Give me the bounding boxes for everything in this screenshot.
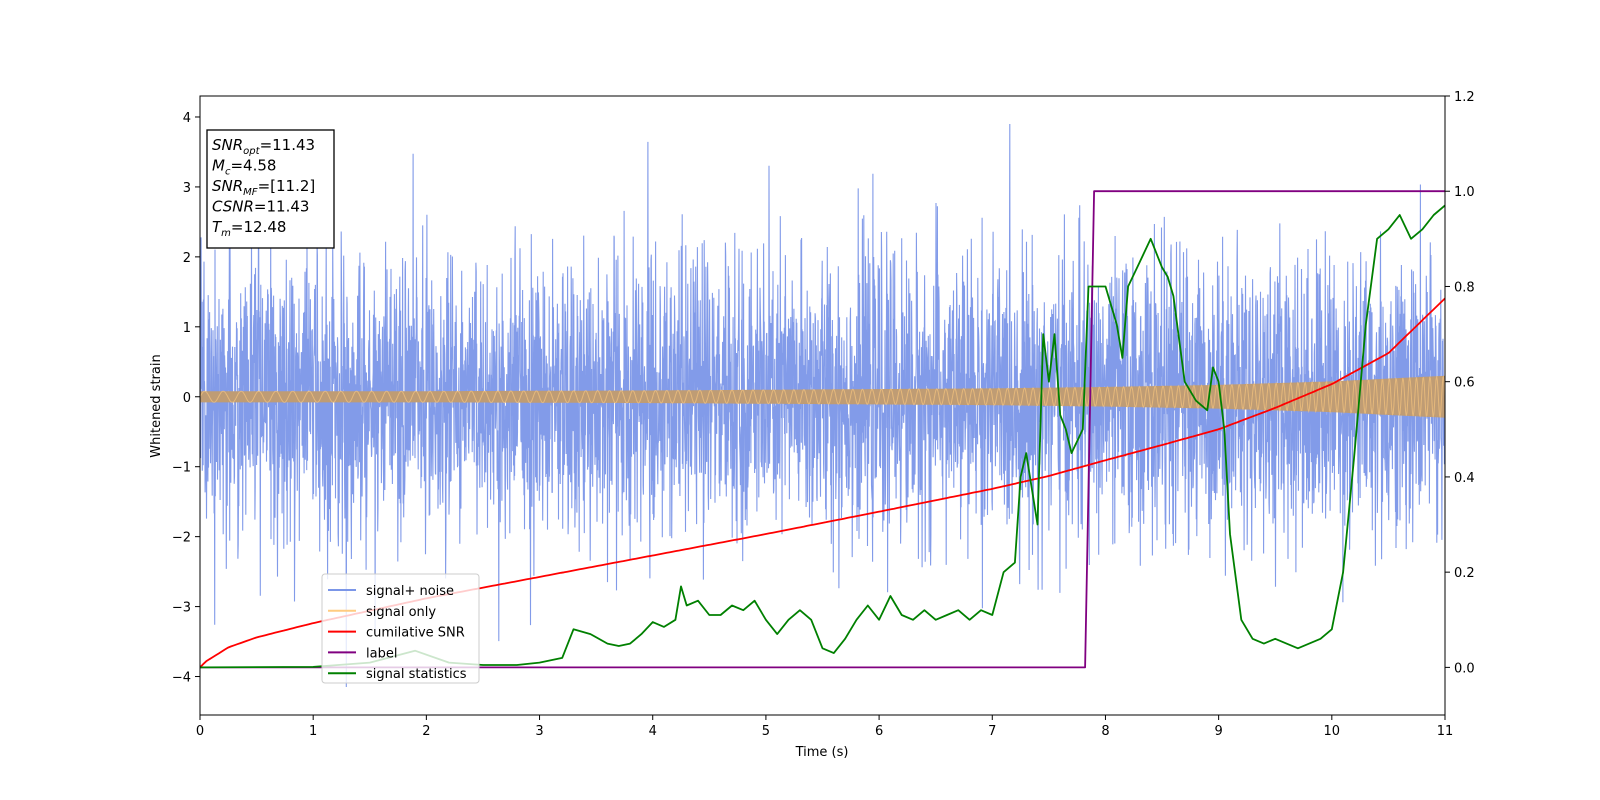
y-axis-left: −4 −3 −2 −1 0 1 2 3 4 (172, 111, 200, 686)
y2-tick-label: 0.0 (1454, 661, 1475, 676)
x-tick-label: 10 (1324, 724, 1341, 739)
signal-only-band (200, 375, 1445, 418)
legend-entry: label (366, 646, 397, 661)
annotation-value: =4.58 (230, 157, 276, 175)
y-axis-right: 0.0 0.2 0.4 0.6 0.8 1.0 1.2 (1445, 90, 1475, 676)
stats-annotation-box: SNRopt=11.43Mc=4.58SNRMF=[11.2]CSNR=11.4… (206, 129, 335, 249)
y2-tick-label: 1.2 (1454, 90, 1475, 105)
x-tick-label: 6 (875, 724, 883, 739)
legend-entry: signal statistics (366, 667, 467, 682)
signal-only-line (200, 375, 1445, 418)
y-tick-label: 3 (183, 181, 191, 196)
legend-entry: signal only (366, 605, 436, 620)
y-tick-label: 4 (183, 111, 191, 126)
signal-plus-noise-series (200, 123, 1445, 688)
label-line (200, 190, 1445, 669)
annotation-value: =11.43 (260, 136, 316, 154)
legend-entry: cumilative SNR (366, 626, 465, 641)
annotation-value: =12.48 (231, 218, 287, 236)
annotation-line: SNRMF=[11.2] (212, 177, 315, 198)
y2-tick-label: 1.0 (1454, 185, 1475, 200)
annotation-frame (206, 129, 335, 249)
annotation-symbol: M (212, 157, 225, 175)
y-tick-label: 2 (183, 251, 191, 266)
x-tick-label: 3 (535, 724, 543, 739)
annotation-symbol: CSNR (212, 198, 254, 216)
annotation-subscript: m (221, 228, 231, 239)
signal-plus-noise-line (200, 123, 1445, 688)
x-tick-label: 4 (649, 724, 657, 739)
plot-frame (199, 95, 1446, 716)
x-axis: 0 1 2 3 4 5 6 7 8 9 10 11 (196, 715, 1453, 739)
y-axis-label: Whitened strain (149, 354, 164, 457)
x-tick-label: 1 (309, 724, 317, 739)
annotation-line: Mc=4.58 (212, 157, 276, 178)
x-tick-label: 2 (422, 724, 430, 739)
y2-tick-label: 0.2 (1454, 566, 1475, 581)
y2-tick-label: 0.8 (1454, 280, 1475, 295)
annotation-value: =[11.2] (258, 177, 316, 195)
y2-tick-label: 0.6 (1454, 376, 1475, 391)
signal-statistics-line (200, 204, 1445, 669)
y-tick-label: −4 (172, 671, 191, 686)
legend-entry: signal+ noise (366, 584, 454, 599)
legend-frame (321, 573, 480, 684)
annotation-symbol: SNR (212, 136, 243, 154)
annotation-line: Tm=12.48 (212, 218, 286, 239)
y-tick-label: 1 (183, 321, 191, 336)
annotation-subscript: MF (243, 187, 258, 198)
annotation-symbol: T (212, 218, 223, 236)
annotation-line: CSNR=11.43 (212, 198, 309, 216)
annotation-subscript: c (225, 167, 231, 178)
y-tick-label: −1 (172, 461, 191, 476)
x-tick-label: 5 (762, 724, 770, 739)
x-tick-label: 0 (196, 724, 204, 739)
signal-only-series (200, 375, 1445, 418)
x-axis-label: Time (s) (795, 745, 849, 760)
annotation-line: SNRopt=11.43 (212, 136, 315, 157)
x-tick-label: 7 (988, 724, 996, 739)
annotation-symbol: SNR (212, 177, 243, 195)
x-tick-label: 11 (1437, 724, 1454, 739)
annotation-subscript: opt (243, 146, 260, 157)
x-tick-label: 9 (1214, 724, 1222, 739)
y-tick-label: 0 (183, 391, 191, 406)
y-tick-label: −2 (172, 531, 191, 546)
y2-tick-label: 0.4 (1454, 471, 1475, 486)
annotation-value: =11.43 (254, 198, 310, 216)
x-tick-label: 8 (1101, 724, 1109, 739)
legend: signal+ noise signal only cumilative SNR la… (321, 573, 480, 684)
y-tick-label: −3 (172, 601, 191, 616)
